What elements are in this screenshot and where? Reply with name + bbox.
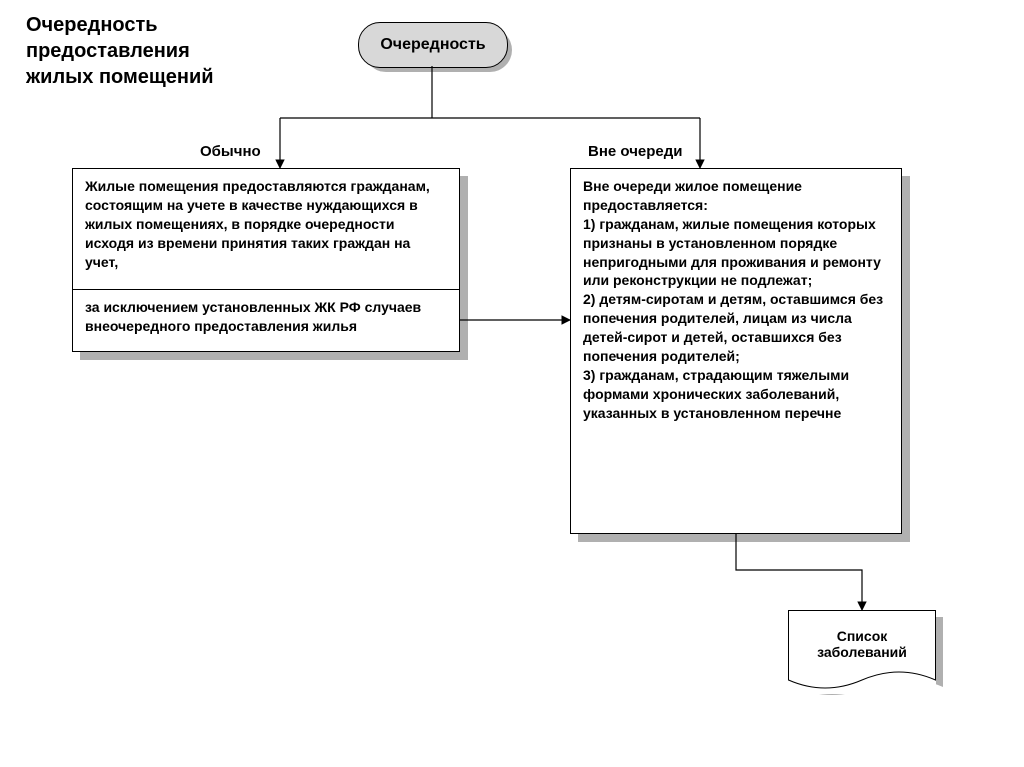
right-box: Вне очереди жилое помещение предоставляе… [570,168,902,534]
root-node-label: Очередность [380,36,485,54]
left-box: Жилые помещения предоставляются граждана… [72,168,460,352]
left-box-cell-2: за исключением установленных ЖК РФ случа… [73,289,459,344]
doc-node-label: Список заболеваний [788,628,936,660]
right-box-text: Вне очереди жилое помещение предоставляе… [571,169,901,431]
page-title: Очередность предоставления жилых помещен… [26,12,214,90]
flowchart-stage: Очередность предоставления жилых помещен… [0,0,1024,767]
branch-label-usual: Обычно [200,143,261,160]
root-node: Очередность [358,22,508,68]
doc-node: Список заболеваний [788,610,936,694]
left-box-cell-1: Жилые помещения предоставляются граждана… [73,169,459,289]
branch-label-priority: Вне очереди [588,143,683,160]
